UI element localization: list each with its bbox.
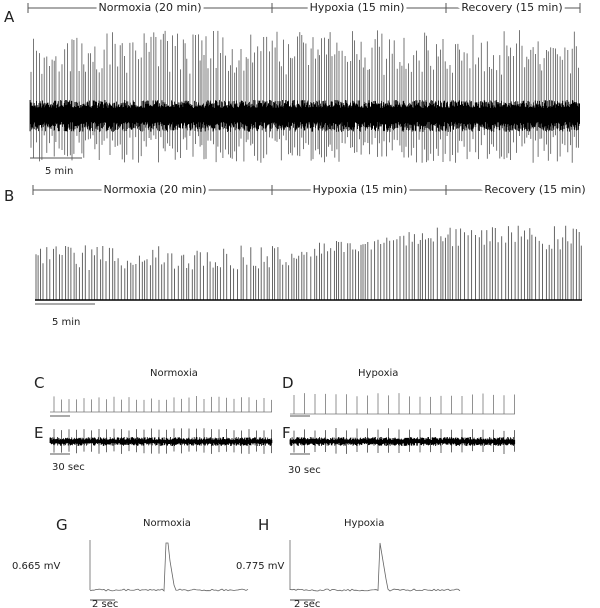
scale-label: 30 sec [288, 465, 321, 476]
scale-label: 2 sec [92, 599, 118, 608]
segment-label: Recovery (15 min) [461, 1, 562, 14]
trace [29, 100, 580, 132]
segment-label: Normoxia (20 min) [103, 183, 206, 196]
timeline-b [32, 185, 583, 195]
panel-label: B [4, 187, 14, 205]
segment-label: Recovery (15 min) [484, 183, 585, 196]
scale-label: 5 min [45, 166, 73, 177]
panel-label: D [282, 374, 294, 392]
trace [290, 393, 515, 415]
trace [30, 30, 579, 163]
trace [89, 540, 249, 592]
timeline-a [27, 3, 581, 13]
trace [35, 225, 582, 300]
panel-label: C [34, 374, 44, 392]
segment-label: Hypoxia (15 min) [310, 1, 405, 14]
scale-label: 30 sec [52, 462, 85, 473]
trace [289, 540, 461, 592]
amplitude-label: 0.665 mV [12, 561, 61, 572]
panel-label: E [34, 424, 43, 442]
panel-title: Normoxia [150, 368, 198, 379]
trace [49, 437, 273, 446]
amplitude-label: 0.775 mV [236, 561, 285, 572]
panel-title: Hypoxia [344, 518, 384, 529]
scale-bars [30, 157, 315, 601]
trace [50, 396, 272, 413]
scale-label: 5 min [52, 317, 80, 328]
panel-label: A [4, 8, 15, 26]
timeline-bars [27, 3, 583, 601]
segment-label: Hypoxia (15 min) [313, 183, 408, 196]
panel-label: H [258, 516, 269, 534]
panel-label: F [282, 424, 291, 442]
scale-label: 2 sec [294, 599, 320, 608]
panel-title: Hypoxia [358, 368, 398, 379]
panel-label: G [56, 516, 68, 534]
trace [289, 437, 516, 446]
panel-title: Normoxia [143, 518, 191, 529]
segment-label: Normoxia (20 min) [98, 1, 201, 14]
